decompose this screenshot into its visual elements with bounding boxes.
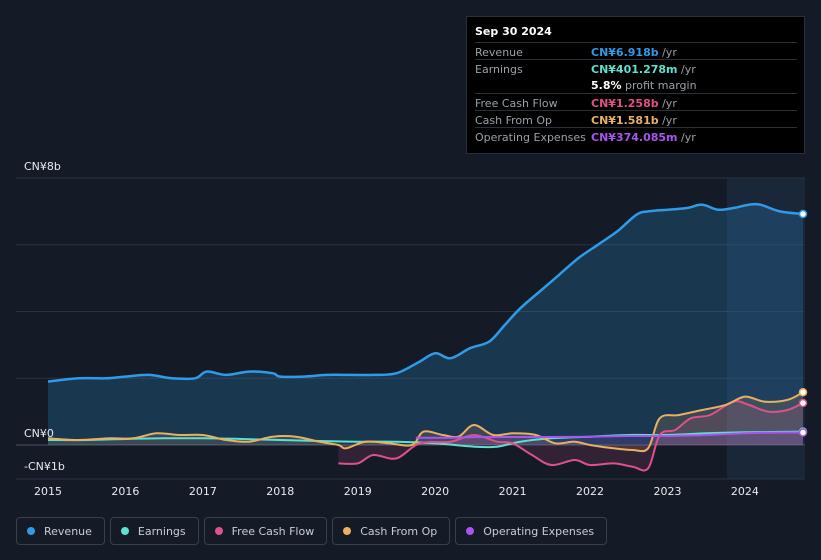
legend-dot-icon	[214, 527, 223, 535]
tooltip-row: Free Cash Flow CN¥1.258b /yr	[475, 93, 797, 111]
legend-label: Operating Expenses	[483, 524, 595, 538]
legend-label: Free Cash Flow	[231, 524, 315, 538]
x-tick-label: 2022	[576, 485, 604, 498]
cash-from-op-end-marker	[798, 387, 808, 397]
tooltip-row-label: Revenue	[475, 46, 523, 59]
tooltip-row-label: Cash From Op	[475, 114, 553, 127]
legend-dot-icon	[466, 527, 475, 535]
x-tick-label: 2023	[653, 485, 681, 498]
tooltip-row: 5.8% profit margin	[475, 76, 797, 93]
revenue-end-marker	[798, 209, 808, 219]
series-lines	[47, 202, 804, 472]
tooltip-row-value: CN¥1.258b /yr	[591, 97, 677, 110]
tooltip-row-value: CN¥1.581b /yr	[591, 114, 677, 127]
forecast-highlight-band	[727, 178, 805, 479]
tooltip-row: Earnings CN¥401.278m /yr	[475, 59, 797, 77]
cash-from-op-area	[48, 392, 803, 452]
x-tick-label: 2021	[499, 485, 527, 498]
tooltip-row-value: CN¥374.085m /yr	[591, 131, 696, 144]
tooltip-row-value: 5.8% profit margin	[591, 79, 697, 92]
y-axis-label-min: -CN¥1b	[24, 460, 65, 473]
series-end-markers	[798, 209, 808, 437]
legend-label: Cash From Op	[360, 524, 438, 538]
operating-expenses-line	[415, 431, 804, 439]
x-tick-label: 2019	[344, 485, 372, 498]
grid-lines	[16, 177, 805, 480]
legend-dot-icon	[343, 527, 352, 535]
tooltip-row: Cash From Op CN¥1.581b /yr	[475, 110, 797, 128]
legend-dot-icon	[120, 527, 129, 535]
x-tick-label: 2020	[421, 485, 449, 498]
revenue-area	[48, 204, 803, 445]
tooltip-row-value: CN¥401.278m /yr	[591, 63, 696, 76]
legend-item-operating-expenses[interactable]: Operating Expenses	[455, 517, 608, 545]
tooltip-row-label: Earnings	[475, 63, 523, 76]
chart-legend: Revenue Earnings Free Cash Flow Cash From O…	[16, 517, 608, 545]
revenue-line	[47, 202, 804, 383]
tooltip-row-label: Free Cash Flow	[475, 97, 558, 110]
legend-label: Earnings	[137, 524, 186, 538]
tooltip-row: Revenue CN¥6.918b /yr	[475, 42, 797, 60]
operating-expenses-end-marker	[798, 428, 808, 437]
tooltip-row-value: CN¥6.918b /yr	[591, 46, 677, 59]
tooltip-row: Operating Expenses CN¥374.085m /yr	[475, 127, 797, 145]
x-tick-label: 2018	[266, 485, 294, 498]
y-axis-label-zero: CN¥0	[24, 427, 54, 440]
x-tick-label: 2015	[34, 485, 62, 498]
legend-item-earnings[interactable]: Earnings	[109, 517, 199, 545]
data-tooltip: Sep 30 2024 Revenue CN¥6.918b /yr Earnings…	[466, 16, 805, 154]
x-tick-label: 2024	[731, 485, 759, 498]
legend-label: Revenue	[44, 524, 92, 538]
legend-item-cash-from-op[interactable]: Cash From Op	[332, 517, 451, 545]
x-axis-ticks: 2015 2016 2017 2018 2019 2020 2021 2022 2023 2024	[34, 485, 759, 498]
y-axis-label-max: CN¥8b	[24, 160, 61, 173]
legend-item-revenue[interactable]: Revenue	[16, 517, 105, 545]
tooltip-row-label: Operating Expenses	[475, 131, 586, 144]
legend-item-free-cash-flow[interactable]: Free Cash Flow	[203, 517, 328, 545]
x-tick-label: 2017	[189, 485, 217, 498]
free-cash-flow-end-marker	[798, 398, 808, 408]
x-tick-label: 2016	[111, 485, 139, 498]
legend-dot-icon	[27, 527, 35, 535]
financial-chart: 2015 2016 2017 2018 2019 2020 2021 2022 2023 2024	[16, 177, 808, 498]
tooltip-date: Sep 30 2024	[475, 25, 552, 38]
